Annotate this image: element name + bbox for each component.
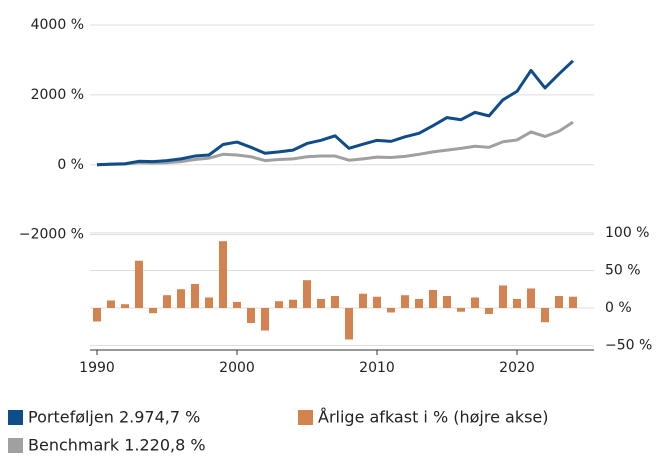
bar (163, 295, 171, 308)
x-tick-label: 2020 (499, 360, 535, 376)
bar (261, 307, 269, 331)
legend-swatch (298, 410, 313, 425)
bar (401, 295, 409, 308)
bar (205, 297, 213, 308)
bar (457, 307, 465, 312)
y-tick-label: 0 % (57, 157, 84, 173)
bar (191, 283, 199, 308)
bar (247, 307, 255, 323)
line (96, 59, 575, 167)
bar (107, 300, 115, 308)
bar (317, 298, 325, 308)
bar (471, 297, 479, 308)
bar (527, 288, 535, 308)
y-tick-label: 4000 % (31, 17, 84, 33)
bar (373, 296, 381, 308)
bar (345, 307, 353, 340)
bar (149, 307, 157, 314)
bar (331, 295, 339, 308)
bar (233, 301, 241, 308)
bar (569, 296, 577, 308)
x-tick-label: 2000 (219, 360, 255, 376)
bar (289, 299, 297, 308)
legend-label: Benchmark 1.220,8 % (28, 436, 206, 455)
y2-tick-label: 50 % (605, 262, 641, 278)
bar (135, 260, 143, 308)
x-tick-label: 1990 (79, 360, 115, 376)
bar (177, 289, 185, 308)
legend-label: Årlige afkast i % (højre akse) (318, 408, 549, 427)
legend-label: Porteføljen 2.974,7 % (28, 408, 200, 427)
bar (359, 293, 367, 308)
y-tick-label: 2000 % (31, 87, 84, 103)
bar (219, 241, 227, 308)
y-tick-label: −2000 % (19, 227, 84, 243)
bar (415, 298, 423, 308)
bar (387, 307, 395, 313)
bar (121, 304, 129, 308)
bar (485, 307, 493, 314)
legend-swatch (8, 438, 23, 453)
bar (275, 301, 283, 308)
bar (443, 295, 451, 308)
bar (303, 280, 311, 308)
bar (541, 307, 549, 323)
bar (93, 307, 101, 322)
line (96, 120, 574, 167)
y2-tick-label: 0 % (605, 300, 632, 316)
y2-tick-label: −50 % (605, 337, 652, 353)
legend-swatch (8, 410, 23, 425)
bar (555, 295, 563, 308)
bar (499, 285, 507, 308)
y2-tick-label: 100 % (605, 225, 649, 241)
bar (513, 298, 521, 308)
bar (429, 289, 437, 308)
x-tick-label: 2010 (359, 360, 395, 376)
